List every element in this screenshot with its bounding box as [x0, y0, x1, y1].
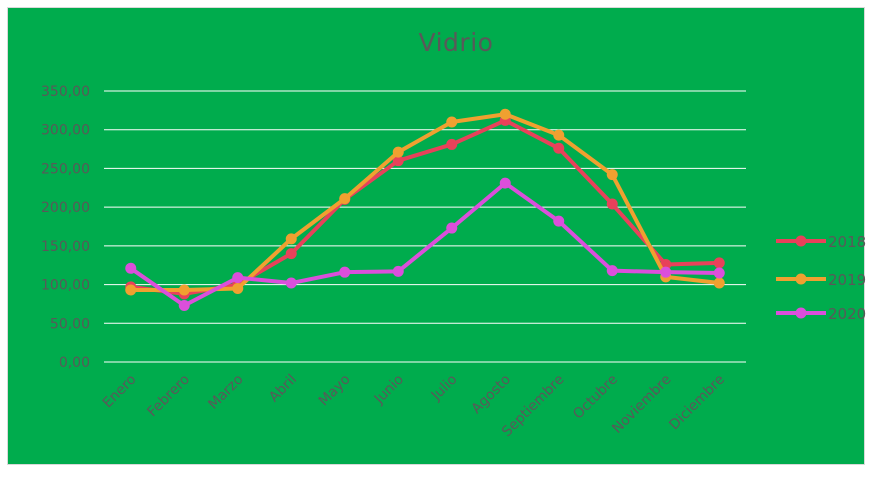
data-point: [178, 299, 190, 311]
data-point: [125, 284, 137, 296]
y-axis-ticks: 0,00 50,00 100,00 150,00 200,00 250,00 300,00 3…: [41, 84, 90, 371]
legend-label: 2018: [828, 233, 866, 251]
data-point: [553, 142, 565, 154]
data-point: [392, 146, 404, 158]
data-point: [660, 266, 672, 278]
x-tick-label: Octubre: [570, 372, 621, 423]
legend-swatch-marker: [795, 273, 807, 285]
legend-swatch-marker: [795, 235, 807, 247]
y-tick-label: 0,00: [59, 355, 90, 371]
data-point: [339, 266, 351, 278]
x-tick-label: Diciembre: [666, 372, 728, 434]
y-tick-label: 200,00: [41, 200, 90, 216]
series-2019: [125, 108, 725, 296]
y-tick-label: 350,00: [41, 84, 90, 100]
data-point: [660, 258, 672, 270]
series-line: [128, 181, 722, 308]
data-point: [285, 233, 297, 245]
legend-item-2019: 2019: [776, 271, 866, 289]
legend-label: 2020: [828, 305, 866, 323]
legend-item-2018: 2018: [776, 233, 866, 251]
chart-title: Vidrio: [418, 28, 494, 57]
data-point: [446, 138, 458, 150]
data-point: [446, 222, 458, 234]
x-tick-label: Abril: [266, 372, 300, 406]
data-point: [606, 265, 618, 277]
data-point: [232, 282, 244, 294]
legend-label: 2019: [828, 271, 866, 289]
series-layer: [125, 108, 725, 311]
data-point: [606, 169, 618, 181]
data-point: [606, 198, 618, 210]
y-tick-label: 150,00: [41, 239, 90, 255]
data-point: [392, 265, 404, 277]
series-line: [128, 118, 722, 296]
x-tick-label: Enero: [100, 372, 140, 412]
y-tick-label: 50,00: [50, 316, 90, 332]
legend-swatch-marker: [795, 307, 807, 319]
data-point: [499, 108, 511, 120]
chart-area: [7, 7, 865, 465]
y-tick-label: 100,00: [41, 278, 90, 294]
series-line: [128, 112, 722, 292]
data-point: [285, 277, 297, 289]
x-tick-label: Marzo: [205, 372, 246, 413]
data-point: [553, 215, 565, 227]
data-point: [178, 284, 190, 296]
data-point: [125, 262, 137, 274]
data-point: [499, 177, 511, 189]
x-tick-label: Julio: [428, 372, 461, 405]
data-point: [232, 272, 244, 284]
data-point: [392, 155, 404, 167]
y-tick-label: 300,00: [41, 123, 90, 139]
legend: 2018 2019 2020: [776, 233, 866, 323]
data-point: [713, 267, 725, 279]
x-tick-label: Agosto: [469, 372, 515, 418]
data-point: [285, 248, 297, 260]
data-point: [446, 116, 458, 128]
data-point: [553, 129, 565, 141]
y-tick-label: 250,00: [41, 161, 90, 177]
data-point: [713, 257, 725, 269]
x-tick-label: Mayo: [316, 372, 354, 410]
x-tick-label: Junio: [371, 372, 407, 408]
grid-layer: [104, 90, 746, 363]
legend-item-2020: 2020: [776, 305, 866, 323]
x-tick-label: Febrero: [144, 372, 193, 421]
x-axis-ticks: Enero Febrero Marzo Abril Mayo Junio Julio Agos…: [100, 372, 728, 441]
data-point: [339, 193, 351, 205]
series-2020: [125, 177, 725, 311]
data-point: [713, 277, 725, 289]
